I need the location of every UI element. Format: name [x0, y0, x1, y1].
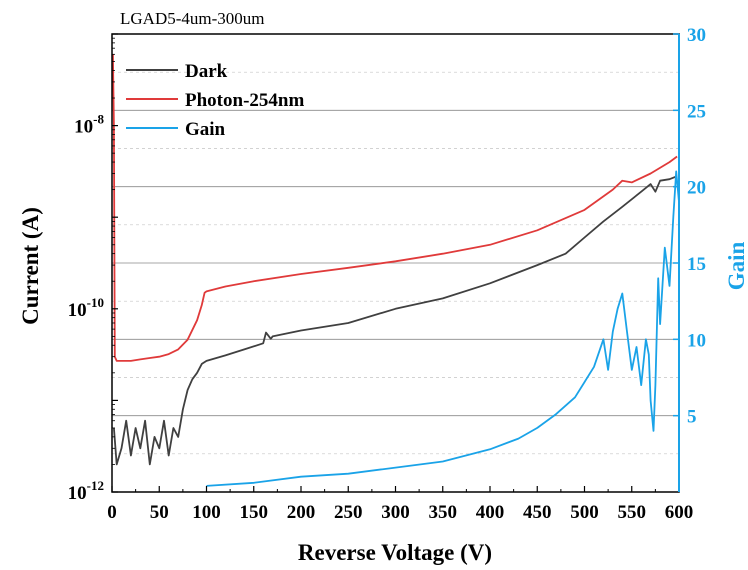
- left-y-axis: 10-12 10-10 10-8: [68, 33, 118, 504]
- right-y-tick-label: 25: [687, 101, 706, 122]
- legend-label: Dark: [185, 61, 228, 82]
- x-tick-label: 50: [150, 502, 169, 523]
- right-y-axis: 5 10 15 20 25 30: [673, 25, 706, 428]
- x-tick-label: 300: [381, 502, 410, 523]
- x-tick-label: 250: [334, 502, 363, 523]
- chart-title: LGAD5-4um-300um: [120, 9, 264, 28]
- x-tick-label: 200: [287, 502, 316, 523]
- left-y-tick-label: 10-10: [68, 295, 104, 321]
- x-tick-label: 500: [570, 502, 599, 523]
- right-y-tick-label: 20: [687, 178, 706, 199]
- right-y-axis-label: Gain: [724, 242, 748, 291]
- x-tick-label: 400: [476, 502, 505, 523]
- legend-label: Gain: [185, 119, 226, 140]
- legend: Dark Photon-254nm Gain: [126, 61, 304, 140]
- x-tick-label: 600: [665, 502, 694, 523]
- x-axis: 0 50 100 150 200 250 300 350 400 450 500 550 600: [107, 486, 693, 523]
- x-tick-label: 350: [429, 502, 458, 523]
- series-layer: [112, 54, 680, 487]
- right-y-tick-label: 15: [687, 254, 706, 275]
- series-line-gain: [206, 170, 680, 487]
- x-tick-label: 150: [240, 502, 269, 523]
- right-y-tick-label: 5: [687, 407, 697, 428]
- x-tick-label: 100: [192, 502, 221, 523]
- left-y-axis-label: Current (A): [18, 207, 43, 325]
- series-line-photon-254nm: [112, 54, 678, 362]
- right-y-tick-label: 30: [687, 25, 706, 46]
- left-y-tick-label: 10-12: [68, 478, 104, 504]
- series-line-dark: [113, 175, 678, 466]
- x-tick-label: 450: [523, 502, 552, 523]
- x-tick-label: 550: [618, 502, 647, 523]
- right-y-tick-label: 10: [687, 330, 706, 351]
- x-tick-label: 0: [107, 502, 117, 523]
- x-axis-label: Reverse Voltage (V): [298, 540, 492, 565]
- left-y-tick-label: 10-8: [74, 112, 104, 138]
- legend-label: Photon-254nm: [185, 90, 304, 111]
